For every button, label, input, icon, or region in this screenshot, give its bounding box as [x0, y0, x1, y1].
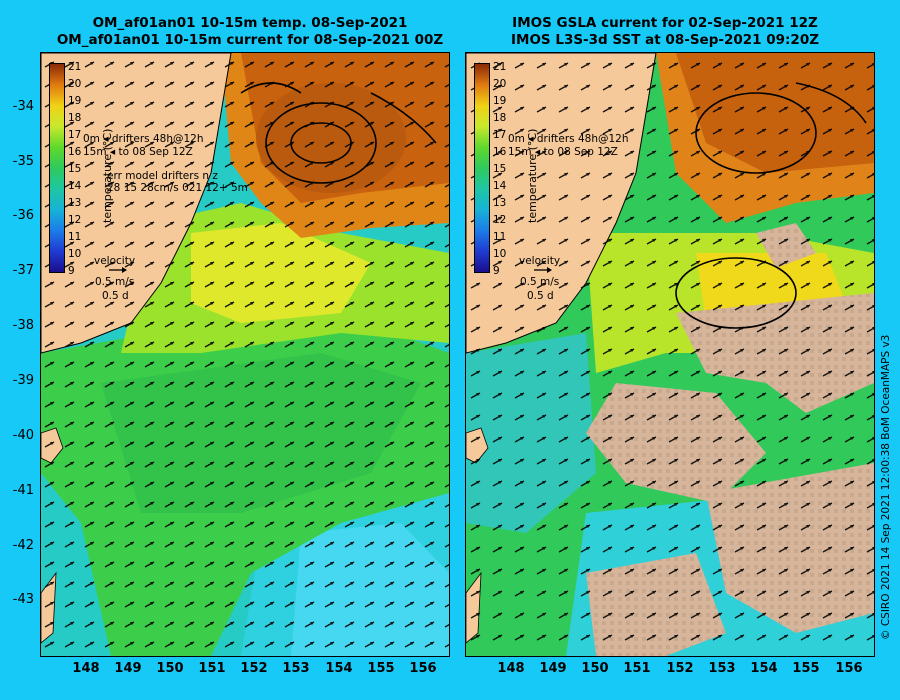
right-map-title: IMOS GSLA current for 02-Sep-2021 12Z IM…: [455, 15, 875, 49]
colorbar-tick: 13: [68, 197, 82, 209]
velocity-legend-label: velocity: [94, 255, 136, 267]
lat-label: -39: [12, 373, 34, 388]
lat-label: -36: [12, 208, 34, 223]
colorbar-tick: 15: [68, 163, 82, 175]
colorbar-tick: 14: [493, 180, 507, 192]
lat-label: -43: [12, 592, 34, 607]
lat-label: -35: [12, 154, 34, 169]
lat-label: -37: [12, 263, 34, 278]
lat-label: -42: [12, 538, 34, 553]
colorbar-tick: 11: [493, 231, 507, 243]
lon-label: 153: [708, 661, 736, 676]
left-map-panel[interactable]: 21 20 19 18 17 16 15 14 13 12 11 10 9 te…: [40, 52, 450, 657]
colorbar-tick: 12: [68, 214, 82, 226]
left-map-graphic: [41, 53, 449, 656]
lat-label: -34: [12, 99, 34, 114]
right-title-line2: IMOS L3S-3d SST at 08-Sep-2021 09:20Z: [510, 32, 819, 48]
colorbar-tick: 17: [68, 129, 82, 141]
colorbar: [49, 63, 65, 273]
left-map-title: OM_af01an01 10-15m temp. 08-Sep-2021 OM_…: [40, 15, 460, 49]
colorbar-tick: 13: [493, 197, 507, 209]
lon-label: 156: [409, 661, 437, 676]
lon-label: 155: [367, 661, 395, 676]
lon-label: 154: [750, 661, 778, 676]
lon-label: 149: [539, 661, 567, 676]
velocity-scale-arrow: [534, 267, 552, 273]
colorbar-tick: 20: [68, 78, 82, 90]
lon-label: 153: [282, 661, 310, 676]
copyright-credit: © CSIRO 2021 14 Sep 2021 12:00:38 BoM Oc…: [880, 334, 892, 640]
lat-label: -38: [12, 318, 34, 333]
colorbar-tick: 12: [493, 214, 507, 226]
colorbar-tick: 9: [493, 265, 500, 277]
colorbar: [474, 63, 490, 273]
colorbar-tick: 21: [68, 61, 82, 73]
colorbar-tick: 16: [68, 146, 82, 158]
lon-label: 156: [835, 661, 863, 676]
colorbar-tick: 21: [493, 61, 507, 73]
velocity-scale-value: 0.5 m/s: [95, 276, 135, 288]
colorbar-tick: 16: [493, 146, 507, 158]
lon-label: 150: [156, 661, 184, 676]
lon-label: 148: [72, 661, 100, 676]
lon-label: 149: [114, 661, 142, 676]
drifter-legend-line1: 0m ◂ drifters 48h@12h: [83, 133, 204, 145]
colorbar-tick: 14: [68, 180, 82, 192]
right-map-graphic: [466, 53, 874, 656]
error-stats-header: err model drifters n z: [107, 170, 218, 182]
lat-label: -40: [12, 428, 34, 443]
colorbar-tick: 18: [68, 112, 82, 124]
error-stats-values: 28 15 28cm/s 021 12+ 5m: [107, 182, 248, 194]
drifter-legend-line1: 0m ◂ drifters 48h@12h: [508, 133, 629, 145]
velocity-scale-arrow: [109, 267, 127, 273]
colorbar-tick: 19: [68, 95, 82, 107]
left-title-line2: OM_af01an01 10-15m current for 08-Sep-20…: [56, 32, 444, 48]
velocity-scale-value: 0.5 m/s: [520, 276, 560, 288]
colorbar-tick: 17: [493, 129, 507, 141]
colorbar-tick: 20: [493, 78, 507, 90]
colorbar-tick: 10: [493, 248, 507, 260]
colorbar-tick: 10: [68, 248, 82, 260]
lon-label: 152: [240, 661, 268, 676]
colorbar-tick: 18: [493, 112, 507, 124]
colorbar-tick: 15: [493, 163, 507, 175]
lon-label: 155: [792, 661, 820, 676]
drifter-legend-line2: 15m ◂ to 08 Sep 12Z: [83, 146, 193, 158]
velocity-scale-time: 0.5 d: [527, 290, 554, 302]
right-map-panel[interactable]: 21 20 19 18 17 16 15 14 13 12 11 10 9 te…: [465, 52, 875, 657]
velocity-scale-time: 0.5 d: [102, 290, 129, 302]
colorbar-tick: 9: [68, 265, 75, 277]
drifter-legend-line2: 15m ◂ to 08 Sep 12Z: [508, 146, 618, 158]
lat-label: -41: [12, 483, 34, 498]
lon-label: 150: [581, 661, 609, 676]
velocity-legend-label: velocity: [519, 255, 561, 267]
lon-label: 152: [666, 661, 694, 676]
colorbar-tick: 11: [68, 231, 82, 243]
lon-label: 154: [325, 661, 353, 676]
lon-label: 151: [623, 661, 651, 676]
right-title-line1: IMOS GSLA current for 02-Sep-2021 12Z: [512, 15, 818, 31]
lon-label: 148: [497, 661, 525, 676]
lon-label: 151: [198, 661, 226, 676]
left-title-line1: OM_af01an01 10-15m temp. 08-Sep-2021: [92, 15, 408, 31]
colorbar-tick: 19: [493, 95, 507, 107]
